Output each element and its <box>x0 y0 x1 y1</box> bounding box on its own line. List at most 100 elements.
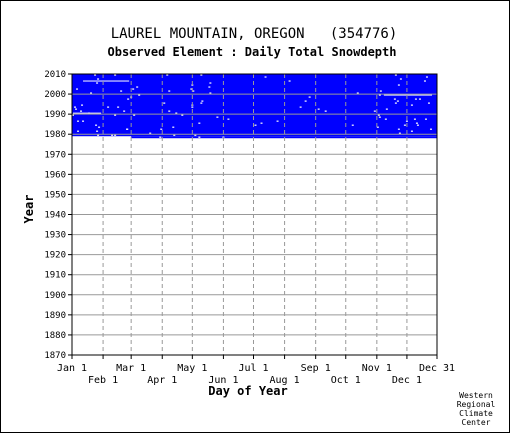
missing-day-mark <box>209 82 212 84</box>
missing-day-mark <box>403 124 406 126</box>
missing-day-mark <box>394 102 397 104</box>
y-tick-label: 1890 <box>44 311 66 321</box>
missing-day-mark <box>427 102 430 104</box>
missing-day-mark <box>77 120 80 122</box>
missing-day-mark <box>378 94 381 96</box>
missing-day-mark <box>194 134 197 136</box>
missing-day-mark <box>384 118 387 120</box>
missing-day-mark <box>398 132 401 134</box>
y-tick-label: 2010 <box>44 70 66 80</box>
missing-day-mark <box>393 98 396 100</box>
chart-subtitle: Observed Element : Daily Total Snowdepth <box>108 45 397 59</box>
axis-layer: 1870 1880 1890 1900 1910 1920 1930 1940 1950 1960… <box>44 70 455 386</box>
missing-day-mark <box>123 136 126 138</box>
y-tick-label: 1920 <box>44 251 66 261</box>
missing-day-mark <box>201 100 204 102</box>
x-tick-label: Mar 1 <box>116 363 146 374</box>
data-block <box>72 74 437 137</box>
missing-day-mark <box>166 74 169 76</box>
missing-day-mark <box>159 136 162 138</box>
missing-day-mark <box>181 114 184 116</box>
missing-day-mark <box>377 114 380 116</box>
missing-day-mark <box>114 114 117 116</box>
missing-run-mark <box>83 80 130 82</box>
x-tick-label: May 1 <box>177 363 207 374</box>
x-tick-label: Jun 1 <box>208 375 238 386</box>
missing-day-mark <box>410 104 413 106</box>
x-tick-label: Nov 1 <box>362 363 392 374</box>
missing-day-mark <box>136 86 139 88</box>
missing-day-mark <box>123 110 126 112</box>
x-tick-label: Dec 31 <box>419 363 455 374</box>
missing-day-mark <box>138 94 141 96</box>
missing-day-mark <box>74 106 77 108</box>
missing-day-mark <box>97 134 100 136</box>
missing-day-mark <box>191 84 194 86</box>
missing-day-mark <box>190 88 193 90</box>
missing-day-mark <box>385 108 388 110</box>
missing-day-mark <box>351 124 354 126</box>
missing-day-mark <box>429 128 432 130</box>
missing-day-mark <box>173 134 176 136</box>
missing-day-mark <box>356 92 359 94</box>
missing-day-mark <box>425 76 428 78</box>
x-tick-label: Feb 1 <box>88 375 118 386</box>
missing-day-mark <box>120 90 123 92</box>
y-tick-label: 1940 <box>44 211 66 221</box>
missing-day-mark <box>94 74 97 76</box>
y-tick-label: 1990 <box>44 110 66 120</box>
data-layer <box>72 74 437 139</box>
missing-run-mark <box>73 112 102 114</box>
missing-day-mark <box>378 116 381 118</box>
y-tick-label: 1930 <box>44 231 66 241</box>
missing-day-mark <box>397 84 400 86</box>
missing-day-mark <box>75 108 78 110</box>
y-tick-label: 1950 <box>44 190 66 200</box>
missing-day-mark <box>127 98 130 100</box>
missing-day-mark <box>413 118 416 120</box>
x-axis-label: Day of Year <box>208 384 287 398</box>
missing-day-mark <box>80 110 83 112</box>
x-tick-label: Jul 1 <box>238 363 268 374</box>
missing-day-mark <box>216 116 219 118</box>
x-tick-label: Oct 1 <box>331 375 361 386</box>
missing-day-mark <box>81 104 84 106</box>
missing-day-mark <box>405 120 408 122</box>
missing-day-mark <box>254 124 257 126</box>
credit-line-2: Regional <box>457 400 496 409</box>
missing-day-mark <box>227 118 230 120</box>
missing-day-mark <box>175 112 178 114</box>
y-tick-label: 1910 <box>44 271 66 281</box>
missing-day-mark <box>168 110 171 112</box>
y-tick-label: 1870 <box>44 351 66 361</box>
credit-line-4: Center <box>462 418 491 427</box>
missing-day-mark <box>276 120 279 122</box>
missing-day-mark <box>418 98 421 100</box>
x-tick-label: Jan 1 <box>57 363 87 374</box>
missing-day-mark <box>208 86 211 88</box>
missing-day-mark <box>423 80 426 82</box>
y-axis-label: Year <box>22 195 36 224</box>
missing-day-mark <box>200 102 203 104</box>
missing-day-mark <box>260 122 263 124</box>
missing-day-mark <box>379 90 382 92</box>
missing-day-mark <box>191 106 194 108</box>
missing-day-mark <box>288 80 291 82</box>
missing-day-mark <box>97 78 100 80</box>
missing-day-mark <box>114 134 117 136</box>
missing-day-mark <box>172 126 175 128</box>
missing-day-mark <box>98 126 101 128</box>
missing-day-mark <box>192 90 195 92</box>
missing-day-mark <box>168 90 171 92</box>
missing-run-mark <box>383 94 432 96</box>
missing-day-mark <box>82 120 85 122</box>
credit-line-3: Climate <box>459 409 493 418</box>
missing-day-mark <box>95 124 98 126</box>
missing-day-mark <box>200 74 203 76</box>
missing-day-mark <box>414 98 417 100</box>
credit-block: Western Regional Climate Center <box>457 391 496 427</box>
y-tick-label: 1980 <box>44 130 66 140</box>
plot-border <box>71 73 438 356</box>
x-tick-label: Sep 1 <box>301 363 331 374</box>
